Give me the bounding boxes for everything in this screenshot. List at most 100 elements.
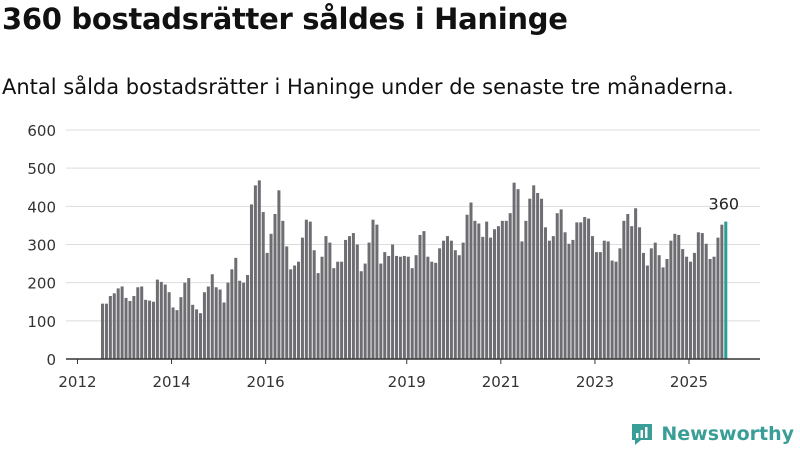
bar (104, 303, 108, 359)
bar (281, 220, 285, 359)
x-tick-label: 2023 (576, 373, 614, 391)
bar (685, 256, 689, 359)
bar (567, 243, 571, 359)
bar (418, 234, 422, 359)
bar (543, 227, 547, 359)
bar (297, 261, 301, 359)
y-tick-label: 400 (27, 198, 56, 216)
x-tick-label: 2014 (152, 373, 190, 391)
bar (449, 240, 453, 359)
bar (187, 278, 191, 359)
bar (222, 302, 226, 359)
bar (622, 220, 626, 359)
chart-subtitle: Antal sålda bostadsrätter i Haninge unde… (2, 75, 734, 99)
bar (148, 300, 152, 359)
bar (304, 219, 308, 359)
bar (328, 242, 332, 359)
bar (124, 297, 128, 359)
bar (461, 242, 465, 359)
chart-title: 360 bostadsrätter såldes i Haninge (2, 2, 568, 36)
bar (167, 292, 171, 359)
x-tick-label: 2025 (670, 373, 708, 391)
bar (489, 237, 493, 359)
bar (657, 255, 661, 359)
bar (359, 271, 363, 359)
bar (504, 220, 508, 359)
bar (108, 296, 112, 359)
bar (485, 221, 489, 359)
y-tick-label: 600 (27, 122, 56, 140)
bar (520, 241, 524, 359)
bar (512, 182, 516, 359)
bar (716, 237, 720, 359)
bar (618, 248, 622, 359)
bar (226, 282, 230, 359)
bar (704, 243, 708, 359)
bar (332, 268, 336, 359)
bar (712, 256, 716, 359)
bar (347, 236, 351, 359)
bar (206, 286, 210, 359)
bar (120, 286, 124, 359)
bar (692, 252, 696, 359)
bar (442, 240, 446, 359)
bar (720, 224, 724, 359)
bar (598, 252, 602, 359)
y-tick-label: 0 (46, 351, 56, 369)
bar (410, 268, 414, 359)
bar (591, 236, 595, 359)
bar (214, 287, 218, 359)
y-tick-label: 300 (27, 237, 56, 255)
bar (285, 246, 289, 359)
bar (273, 213, 277, 359)
newsworthy-logo-icon (632, 424, 653, 445)
x-tick-label: 2016 (247, 373, 285, 391)
bar (402, 255, 406, 359)
bar (312, 250, 316, 359)
bar (355, 244, 359, 359)
bar (387, 255, 391, 359)
brand-name: Newsworthy (661, 423, 794, 445)
bar (524, 220, 528, 359)
bar (555, 213, 559, 359)
bar (559, 209, 563, 359)
bar (547, 240, 551, 359)
bar (575, 222, 579, 359)
bar (375, 224, 379, 359)
bar (379, 263, 383, 359)
bar (602, 240, 606, 359)
bar (151, 301, 155, 359)
bar (367, 242, 371, 359)
bar (649, 248, 653, 359)
bar (320, 256, 324, 359)
y-tick-label: 500 (27, 160, 56, 178)
bar (265, 252, 269, 359)
bar (594, 252, 598, 359)
bar (289, 269, 293, 359)
newsworthy-logo[interactable]: Newsworthy (629, 419, 794, 449)
y-tick-label: 100 (27, 313, 56, 331)
bar (453, 250, 457, 359)
x-tick-label: 2019 (388, 373, 426, 391)
bar (434, 262, 438, 359)
bar (159, 281, 163, 359)
bar (606, 241, 610, 359)
bar (269, 233, 273, 359)
bar-chart: 0 100 200 300 400 500 600 2012 2014 2016 2019 2021 2… (27, 122, 760, 391)
bar (242, 282, 246, 359)
bar (101, 303, 105, 359)
x-tick-label: 2021 (482, 373, 520, 391)
bar (469, 202, 473, 359)
bar (210, 274, 214, 359)
bar (202, 292, 206, 359)
bar (689, 261, 693, 359)
bar (344, 239, 348, 359)
bar (155, 279, 159, 359)
bar (645, 265, 649, 359)
bar (340, 261, 344, 359)
bar (391, 244, 395, 359)
bar (144, 299, 148, 359)
bar (528, 198, 532, 359)
bar (230, 269, 234, 359)
bar (395, 255, 399, 359)
